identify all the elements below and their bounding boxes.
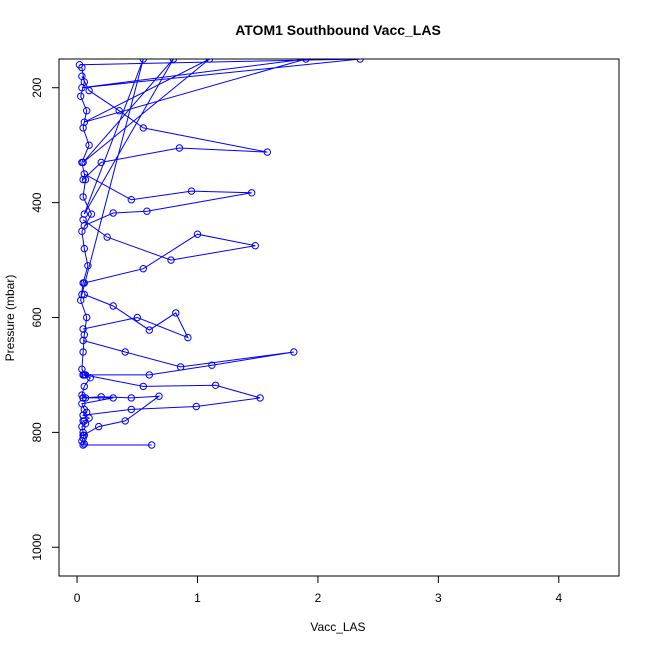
data-point: [148, 441, 156, 449]
data-point: [127, 405, 136, 414]
series-line-7: [82, 395, 161, 436]
data-point: [85, 141, 93, 149]
data-point: [103, 233, 111, 241]
data-point: [80, 440, 89, 448]
y-axis-label: Pressure (mbar): [3, 275, 17, 362]
series-line-6: [83, 374, 261, 416]
data-point: [121, 417, 129, 425]
series-line-1: [81, 75, 268, 180]
data-point: [79, 394, 87, 402]
data-point: [143, 207, 151, 215]
data-point: [127, 196, 136, 204]
data-point: [80, 118, 89, 126]
x-tick-label: 2: [315, 591, 322, 605]
data-point: [80, 210, 89, 218]
y-axis: 200 400 600 800 1000: [30, 77, 60, 561]
data-point: [80, 290, 89, 299]
data-point: [139, 265, 148, 273]
series-line-0: [80, 67, 152, 446]
data-point: [80, 244, 89, 253]
data-point: [77, 92, 85, 101]
series-line-8: [79, 59, 361, 295]
data-point: [78, 72, 86, 80]
data-point: [80, 170, 89, 178]
data-point: [79, 348, 87, 356]
series-line-2: [84, 173, 252, 227]
y-tick-label: 200: [30, 77, 44, 97]
data-point: [145, 371, 154, 379]
series-line-3: [82, 219, 256, 284]
y-tick-label: 400: [30, 192, 44, 212]
data-point: [79, 158, 87, 167]
data-point: [75, 60, 84, 69]
x-tick-label: 4: [555, 591, 562, 605]
data-point: [79, 325, 87, 333]
data-point: [95, 422, 103, 431]
x-axis-label: Vacc_LAS: [310, 620, 365, 634]
data-point: [169, 59, 178, 63]
chart-title: ATOM1 Southbound Vacc_LAS: [235, 22, 441, 38]
data-point: [80, 371, 89, 379]
data-point: [79, 175, 87, 184]
data-point: [184, 333, 192, 342]
data-point: [115, 107, 123, 115]
data-point: [139, 59, 147, 63]
series-line-4: [82, 294, 189, 339]
y-tick-label: 1000: [30, 534, 44, 561]
data-point: [176, 363, 185, 371]
data-point: [81, 175, 90, 184]
data-point: [79, 411, 87, 419]
data-point: [172, 309, 180, 317]
data-point: [208, 361, 216, 369]
data-point: [79, 193, 87, 201]
x-tick-label: 0: [74, 591, 81, 605]
data-point: [83, 313, 91, 322]
data-point: [145, 326, 154, 334]
data-point: [84, 262, 92, 270]
data-point: [192, 402, 201, 411]
data-point: [79, 336, 87, 345]
plot-area: [75, 59, 364, 449]
data-point: [97, 393, 105, 401]
data-point: [155, 392, 163, 400]
data-point: [80, 382, 89, 391]
x-axis: 0 1 2 3 4: [74, 575, 562, 605]
data-point: [211, 381, 220, 389]
data-point: [263, 148, 271, 156]
data-point: [79, 441, 87, 449]
data-point: [139, 382, 148, 391]
data-point: [248, 189, 256, 197]
data-point: [87, 210, 96, 218]
data-point: [121, 348, 129, 356]
x-tick-label: 1: [194, 591, 201, 605]
data-point: [302, 59, 310, 63]
data-point: [167, 256, 175, 264]
data-point: [256, 394, 264, 402]
data-point: [193, 230, 202, 238]
data-point: [109, 302, 117, 310]
data-point: [109, 209, 117, 217]
data-point: [139, 124, 148, 132]
data-point: [175, 144, 184, 152]
y-tick-label: 600: [30, 307, 44, 327]
data-point: [356, 59, 364, 63]
data-point: [133, 313, 142, 322]
data-point: [127, 394, 136, 402]
data-point: [83, 107, 91, 115]
data-point: [78, 290, 86, 299]
data-point: [78, 84, 86, 92]
data-point: [290, 348, 298, 356]
series-line-5: [82, 340, 294, 376]
data-point: [187, 187, 196, 195]
data-point: [79, 216, 87, 224]
y-tick-label: 800: [30, 422, 44, 442]
data-point: [205, 59, 214, 63]
data-point: [251, 242, 260, 250]
x-tick-label: 3: [435, 591, 442, 605]
data-point: [79, 124, 87, 132]
data-point: [109, 394, 117, 402]
data-point: [79, 431, 87, 439]
